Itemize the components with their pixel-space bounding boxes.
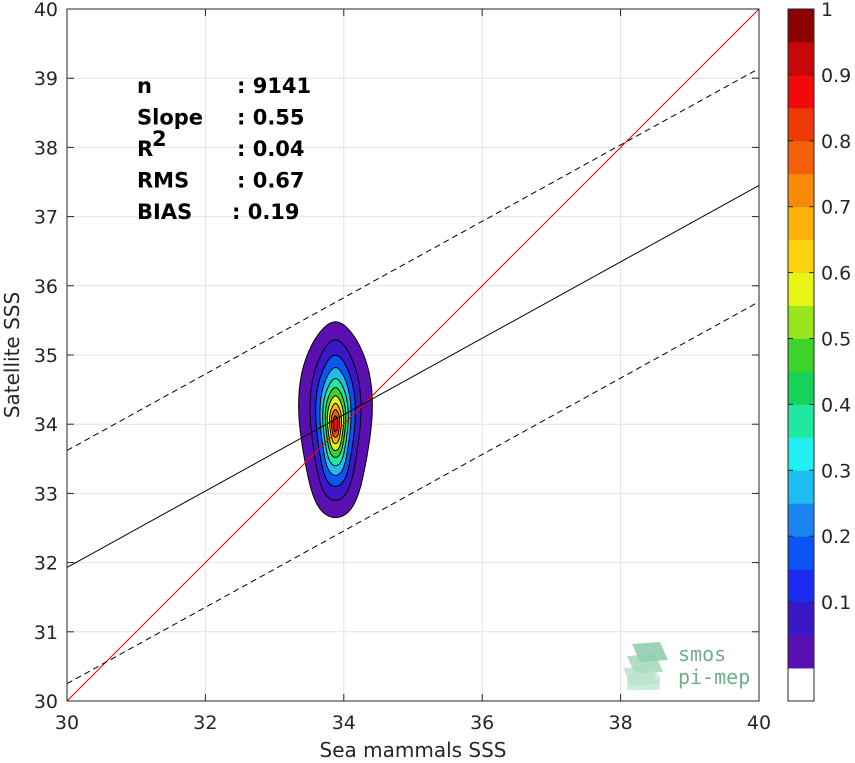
y-tick-label: 32 [34,553,58,575]
logo-icon [623,642,668,690]
colorbar-bin [788,41,814,76]
x-tick-label: 34 [332,712,356,734]
smos-pimep-logo: smos pi-mep [623,642,750,690]
y-tick-label: 33 [34,483,58,505]
colorbar-tick-label: 1 [821,0,833,21]
colorbar-bin [788,668,814,702]
reference-lines [67,9,759,701]
y-tick-label: 38 [34,137,58,159]
stat-label: BIAS [137,200,192,224]
colorbar-bin [788,437,814,471]
y-axis-title: Satellite SSS [0,292,24,418]
colorbar-bin [788,404,814,438]
colorbar-bin [788,470,814,504]
colorbar-bin [788,371,814,405]
x-axis-title: Sea mammals SSS [320,738,507,762]
logo-text-pimep: pi-mep [678,665,750,689]
colorbar-tick-label: 0.8 [821,131,851,153]
colorbar-bin [788,503,814,537]
colorbar-tick-label: 0.7 [821,197,851,219]
colorbar-bin [788,272,814,306]
y-tick-label: 39 [34,68,58,90]
colorbar-bin [788,569,814,603]
stat-label: n [137,74,152,98]
colorbar-bin [788,9,814,43]
stats-annotation: n : 9141 Slope : 0.55 R2 : 0.04 RMS : 0.67 BIAS:… [137,74,311,224]
y-tick-label: 40 [34,0,58,21]
lower-bound-line [67,301,759,685]
colorbar-bin [788,107,814,142]
y-tick-label: 37 [34,207,58,229]
stat-value: : 0.04 [237,137,305,161]
colorbar-bin [788,140,814,175]
colorbar-bin [788,74,814,109]
colorbar-tick-label: 0.4 [821,394,851,416]
colorbar-frame [787,8,815,702]
colorbar-tick-label: 0.1 [821,592,851,614]
stat-label: RMS [137,169,189,193]
colorbar-bin [788,206,814,241]
y-tick-label: 34 [34,414,58,436]
colorbar-bin [788,305,814,339]
x-tick-label: 38 [609,712,633,734]
colorbar-tick-label: 0.2 [821,526,851,548]
y-tick-label: 31 [34,622,58,644]
colorbar-bin [788,338,814,372]
colorbar-bin [788,239,814,274]
stat-label: Slope [137,106,203,130]
colorbar-bin [788,536,814,570]
x-tick-label: 36 [470,712,494,734]
regression-line [67,185,759,568]
stat-label-superscript: 2 [152,127,167,151]
stat-value: : 0.67 [237,169,305,193]
colorbar-tick-label: 0.6 [821,263,851,285]
x-tick-label: 30 [55,712,79,734]
colorbar-tick-label: 0.5 [821,329,851,351]
logo-text-smos: smos [678,642,726,666]
x-tick-label: 32 [193,712,217,734]
upper-bound-line [67,68,759,451]
y-tick-label: 30 [34,691,58,713]
colorbar-bin [788,602,814,636]
one-to-one-line [67,9,759,701]
axis-ticks: 30 32 34 36 38 40 30 31 32 33 34 35 36 37 38 39 40 [34,0,771,734]
colorbar-bin [788,635,814,669]
colorbar: 0.1 0.2 0.3 0.4 0.5 0.6 0.7 0.8 0.9 1 [787,0,851,702]
stat-label: R [137,137,153,161]
stat-value: : 0.55 [237,106,305,130]
stat-value: : 9141 [237,74,311,98]
y-tick-label: 35 [34,345,58,367]
stat-value: : 0.19 [232,200,300,224]
y-tick-label: 36 [34,276,58,298]
colorbar-tick-label: 0.3 [821,460,851,482]
colorbar-tick-label: 0.9 [821,65,851,87]
x-tick-label: 40 [747,712,771,734]
colorbar-bin [788,173,814,208]
grid-lines [66,8,760,702]
